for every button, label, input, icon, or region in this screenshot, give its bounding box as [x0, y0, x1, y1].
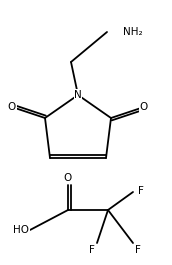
Text: O: O — [64, 173, 72, 183]
Text: N: N — [74, 90, 82, 100]
Text: O: O — [8, 102, 16, 112]
Text: F: F — [89, 245, 95, 255]
Text: HO: HO — [13, 225, 29, 235]
Text: NH₂: NH₂ — [123, 27, 143, 37]
Text: O: O — [140, 102, 148, 112]
Text: F: F — [138, 186, 144, 196]
Text: F: F — [135, 245, 141, 255]
